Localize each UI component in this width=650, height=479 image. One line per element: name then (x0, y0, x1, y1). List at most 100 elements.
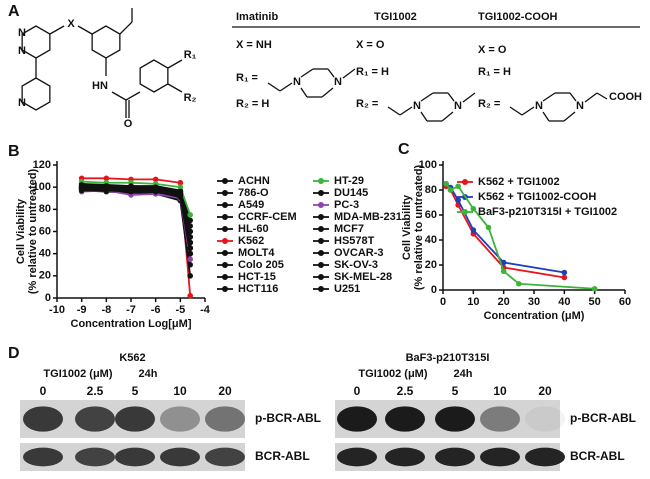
x-tick-label: -6 (151, 304, 161, 316)
legend-marker (222, 226, 228, 232)
legend-marker (222, 178, 228, 184)
legend-label: MOLT4 (238, 247, 275, 259)
y-axis-label: Cell Viability (401, 194, 413, 260)
blot-band (385, 406, 425, 432)
label: 24h (454, 368, 473, 380)
legend-label: OVCAR-3 (334, 247, 384, 259)
blot-band (480, 447, 520, 467)
blot-band (435, 447, 475, 467)
x-tick-label: 20 (498, 296, 510, 308)
label: TGI1002 (μM) (358, 368, 427, 380)
y-tick-label: 80 (425, 184, 437, 196)
data-point (516, 280, 522, 287)
bond (167, 59, 183, 69)
legend-label: MCF7 (334, 223, 364, 235)
legend-label: HCT-15 (238, 271, 276, 283)
label: N (18, 45, 26, 57)
label: X = O (478, 44, 507, 56)
label: Imatinib (236, 11, 278, 23)
legend-label: U251 (334, 283, 360, 295)
bond (267, 82, 281, 92)
legend-label: Colo 205 (238, 259, 284, 271)
label: R₁ = H (478, 66, 511, 78)
legend-label: HT-29 (334, 175, 364, 187)
label: 2.5 (87, 384, 104, 398)
bond (420, 92, 434, 102)
ring (91, 25, 121, 59)
data-point (187, 256, 193, 263)
y-tick-label: 0 (431, 284, 437, 296)
data-point (500, 259, 507, 266)
legend-marker (318, 274, 324, 280)
label: TGI1002-COOH (478, 11, 558, 23)
legend-marker (222, 214, 228, 220)
y-tick-label: 40 (39, 248, 51, 260)
label: 0 (40, 384, 47, 398)
x-tick-label: -5 (175, 304, 185, 316)
legend-marker (318, 262, 324, 268)
x-tick-label: 60 (619, 296, 631, 308)
data-point (455, 197, 461, 203)
x-tick-label: 50 (589, 296, 601, 308)
panel-label: B (8, 143, 20, 160)
data-point (561, 269, 568, 276)
data-point (470, 227, 477, 233)
label: X = O (356, 39, 385, 51)
data-point (443, 180, 449, 187)
legend-marker (222, 190, 228, 196)
ring (21, 77, 51, 111)
bond (279, 82, 293, 92)
bond (399, 106, 413, 116)
bond (111, 91, 127, 101)
label: N (334, 76, 342, 88)
label: N (454, 100, 462, 112)
bond (77, 25, 93, 35)
bond (542, 111, 550, 122)
blot-band (205, 447, 245, 467)
legend-marker (462, 209, 468, 215)
label: 5 (452, 384, 459, 398)
legend-marker (222, 262, 228, 268)
data-point (152, 188, 159, 195)
data-point (152, 176, 159, 183)
label: BCR-ABL (255, 449, 310, 463)
legend-label: HS578T (334, 235, 375, 247)
ring (21, 25, 51, 59)
bond (387, 106, 401, 116)
legend-marker (318, 226, 324, 232)
blot-band (337, 406, 377, 432)
x-tick-label: -10 (49, 304, 65, 316)
label: R₂ = (356, 98, 378, 110)
legend-marker (222, 250, 228, 256)
label: p-BCR-ABL (570, 411, 636, 425)
label: 0 (354, 384, 361, 398)
label: N (576, 100, 584, 112)
label: N (293, 76, 301, 88)
bond (119, 21, 133, 35)
bond (167, 83, 183, 93)
label: N (535, 100, 543, 112)
legend-label: HL-60 (238, 223, 269, 235)
data-point (187, 292, 193, 299)
bond (300, 87, 308, 98)
data-point (500, 268, 507, 275)
blot-band (525, 406, 565, 432)
data-point (78, 187, 85, 194)
legend-marker (318, 250, 324, 256)
data-point (187, 217, 193, 224)
legend-label: CCRF-CEM (238, 211, 297, 223)
x-tick-label: -8 (101, 304, 111, 316)
label: p-BCR-ABL (255, 411, 321, 425)
blot-band (75, 447, 115, 467)
data-point (187, 273, 193, 279)
data-point (470, 205, 477, 212)
bond (521, 106, 535, 116)
x-tick-label: -7 (126, 304, 136, 316)
bond (327, 68, 335, 78)
series-line (81, 189, 192, 260)
data-point (447, 187, 454, 193)
legend-label: A549 (238, 199, 264, 211)
label: R₁ (184, 49, 197, 61)
data-point (103, 187, 110, 194)
